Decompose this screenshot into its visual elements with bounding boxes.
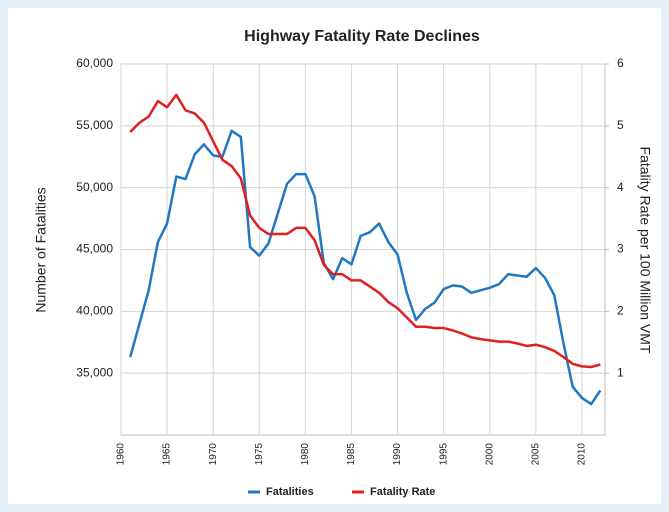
y-tick-label: 50,000 [76,180,113,194]
y-tick-label: 40,000 [76,304,113,318]
line [129,129,602,406]
x-tick-label: 1995 [438,443,449,466]
x-tick-label: 1980 [300,443,311,466]
x-tick-label: 1965 [162,443,173,466]
y-tick-label: 45,000 [76,242,113,256]
x-tick-label: 1960 [116,443,127,466]
y2-tick-label: 4 [617,180,624,194]
chart-title: Highway Fatality Rate Declines [244,28,480,45]
x-tick-label: 2000 [484,443,495,466]
x-tick-label: 1970 [208,443,219,466]
x-tick-label: 1975 [254,443,265,466]
y2-axis-label: Fatality Rate per 100 Million VMT [637,147,653,354]
x-tick-label: 1985 [346,443,357,466]
y2-tick-label: 6 [617,56,624,70]
y2-tick-label: 5 [617,118,624,132]
y-tick-label: 35,000 [76,365,113,379]
y2-tick-label: 3 [617,242,624,256]
legend-label: Fatality Rate [370,486,435,498]
legend-label: Fatalities [266,486,314,498]
x-tick-label: 2005 [530,443,541,466]
y-tick-label: 55,000 [76,118,113,132]
y-axis-label: Number of Fatalities [33,187,49,312]
line [129,93,601,369]
x-tick-label: 1990 [392,443,403,466]
y-tick-label: 60,000 [76,56,113,70]
x-tick-label: 2010 [577,443,588,466]
panel [8,8,661,504]
y2-tick-label: 1 [617,365,624,379]
y2-tick-label: 2 [617,304,624,318]
